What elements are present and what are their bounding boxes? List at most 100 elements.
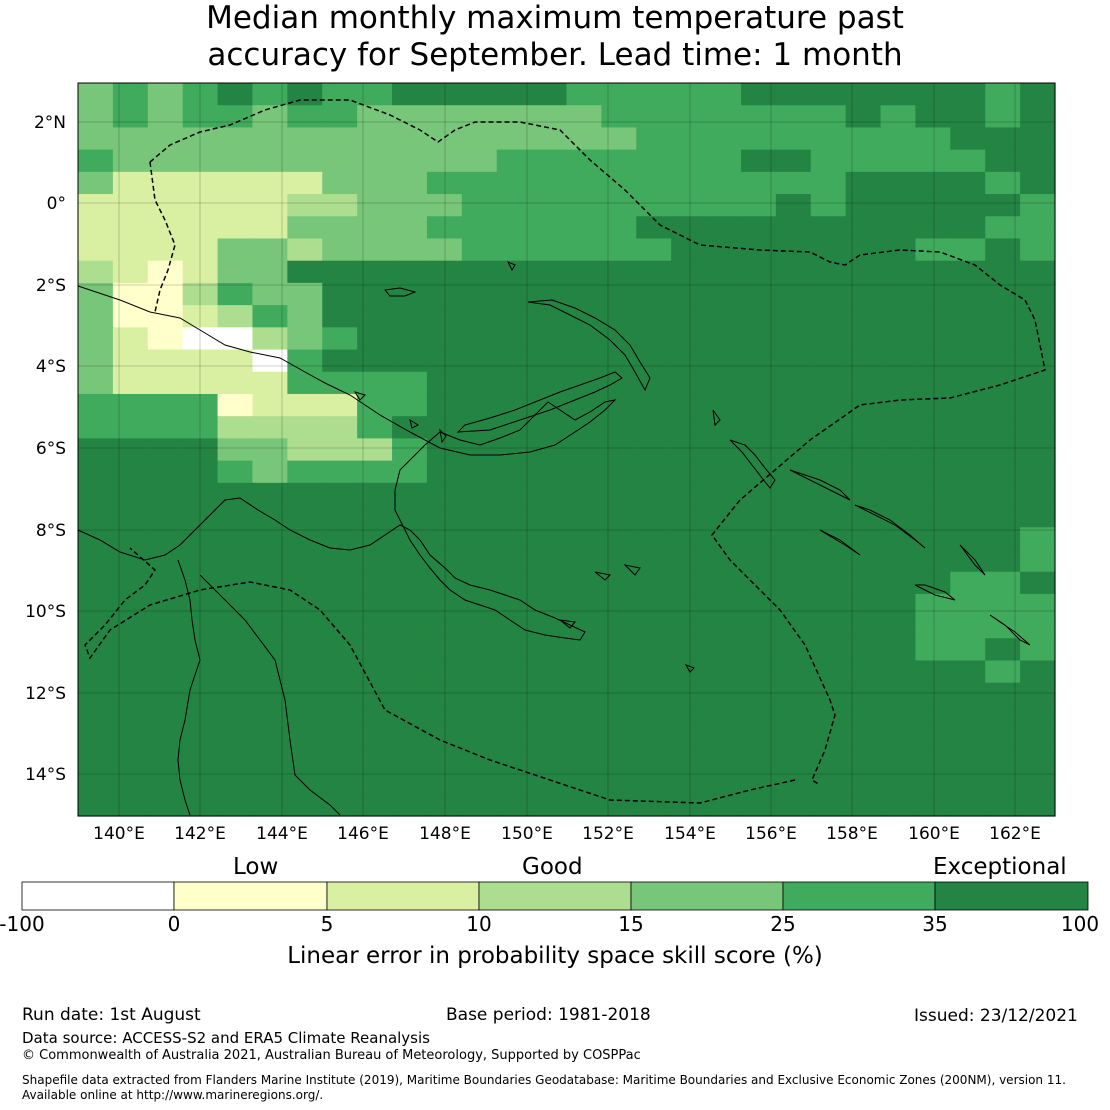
grid-cell [392, 216, 428, 240]
grid-cell [740, 371, 777, 395]
grid-cell [461, 305, 498, 328]
grid-cell [601, 482, 637, 506]
grid-cell [426, 527, 463, 551]
grid-cell [426, 127, 463, 151]
grid-cell [950, 327, 986, 351]
grid-cell [566, 727, 602, 750]
grid-cell [950, 105, 986, 129]
grid-cell [461, 660, 498, 684]
latitude-label: 10°S [25, 602, 66, 622]
grid-cell [392, 749, 428, 773]
grid-cell [566, 438, 602, 462]
grid-cell [252, 305, 288, 328]
map-title-line-2: accuracy for September. Lead time: 1 mon… [207, 37, 903, 73]
grid-cell [182, 416, 219, 439]
grid-cell [426, 460, 463, 484]
grid-cell [252, 171, 288, 195]
grid-cell [112, 171, 149, 195]
grid-cell [287, 349, 323, 373]
grid-cell [78, 616, 114, 639]
grid-cell [392, 393, 428, 417]
grid-cell [810, 282, 847, 306]
grid-cell [636, 171, 672, 195]
grid-cell [1020, 793, 1056, 817]
grid-cell [217, 349, 254, 373]
grid-cell [845, 616, 882, 639]
grid-cell [496, 593, 533, 617]
grid-cell [461, 704, 498, 728]
grid-cell [740, 216, 777, 240]
grid-cell [496, 482, 533, 506]
grid-cell [985, 460, 1021, 484]
grid-cell [147, 416, 184, 439]
grid-cell [950, 216, 986, 240]
grid-cell [880, 127, 917, 151]
map-frame [77, 82, 1056, 817]
grid-cell [740, 105, 777, 129]
grid-cell [706, 638, 742, 662]
grid-cell [950, 660, 986, 684]
grid-cell [357, 105, 393, 129]
grid-cell [147, 616, 184, 639]
grid-cell [531, 83, 568, 106]
grid-cell [566, 260, 602, 284]
grid-cell [461, 616, 498, 639]
grid-cell [706, 527, 742, 551]
grid-cell [287, 549, 323, 573]
grid-cell [810, 127, 847, 151]
longitude-label: 148°E [419, 824, 471, 844]
grid-cell [915, 727, 951, 750]
grid-cell [775, 771, 812, 795]
grid-cell [426, 771, 463, 795]
grid-cell [636, 282, 672, 306]
colorbar-segment [173, 881, 328, 911]
grid-cell [78, 83, 114, 106]
grid-cell [322, 549, 358, 573]
grid-cell [182, 105, 219, 129]
grid-cell [740, 749, 777, 773]
grid-cell [287, 505, 323, 528]
grid-cell [147, 549, 184, 573]
grid-cell [845, 460, 882, 484]
grid-cell [845, 127, 882, 151]
grid-cell [601, 216, 637, 240]
grid-cell [182, 83, 219, 106]
grid-cell [252, 749, 288, 773]
grid-cell [1020, 393, 1056, 417]
latitude-label: 2°N [34, 113, 66, 133]
grid-cell [845, 571, 882, 595]
grid-cell [217, 282, 254, 306]
grid-cell [461, 349, 498, 373]
grid-cell [636, 638, 672, 662]
grid-cell [426, 749, 463, 773]
grid-cell [426, 616, 463, 639]
grid-cell [252, 549, 288, 573]
grid-cell [147, 194, 184, 217]
grid-cell [112, 327, 149, 351]
grid-cell [706, 194, 742, 217]
grid-cell [287, 593, 323, 617]
grid-cell [182, 505, 219, 528]
grid-cell [985, 593, 1021, 617]
grid-cell [706, 438, 742, 462]
grid-cell [426, 349, 463, 373]
grid-cell [671, 771, 707, 795]
grid-cell [461, 127, 498, 151]
grid-cell [601, 682, 637, 706]
grid-cell [112, 260, 149, 284]
grid-cell [915, 349, 951, 373]
grid-cell [426, 149, 463, 173]
grid-cell [671, 460, 707, 484]
grid-cell [217, 505, 254, 528]
grid-cell [810, 505, 847, 528]
grid-cell [78, 260, 114, 284]
grid-cell [810, 305, 847, 328]
grid-cell [531, 149, 568, 173]
grid-cell [147, 260, 184, 284]
grid-cell [636, 616, 672, 639]
grid-cell [775, 349, 812, 373]
grid-cell [531, 505, 568, 528]
grid-cell [601, 371, 637, 395]
grid-cell [985, 238, 1021, 262]
grid-cell [636, 793, 672, 817]
